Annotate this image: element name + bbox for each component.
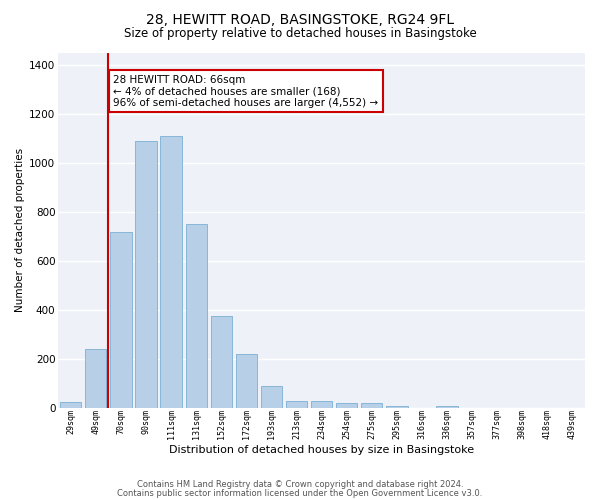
Bar [185,224,207,408]
Bar [386,406,407,408]
Y-axis label: Number of detached properties: Number of detached properties [15,148,25,312]
Text: 28, HEWITT ROAD, BASINGSTOKE, RG24 9FL: 28, HEWITT ROAD, BASINGSTOKE, RG24 9FL [146,12,454,26]
Text: Contains HM Land Registry data © Crown copyright and database right 2024.: Contains HM Land Registry data © Crown c… [137,480,463,489]
Bar [160,136,182,408]
Bar [85,349,106,408]
Bar [211,316,232,408]
Bar [286,401,307,408]
Bar [261,386,282,408]
Bar [436,406,458,408]
Bar [60,402,82,408]
Bar [110,232,131,408]
X-axis label: Distribution of detached houses by size in Basingstoke: Distribution of detached houses by size … [169,445,474,455]
Bar [336,403,358,408]
Bar [311,400,332,408]
Bar [361,403,382,408]
Text: 28 HEWITT ROAD: 66sqm
← 4% of detached houses are smaller (168)
96% of semi-deta: 28 HEWITT ROAD: 66sqm ← 4% of detached h… [113,74,379,108]
Bar [136,141,157,408]
Text: Contains public sector information licensed under the Open Government Licence v3: Contains public sector information licen… [118,489,482,498]
Text: Size of property relative to detached houses in Basingstoke: Size of property relative to detached ho… [124,28,476,40]
Bar [236,354,257,408]
